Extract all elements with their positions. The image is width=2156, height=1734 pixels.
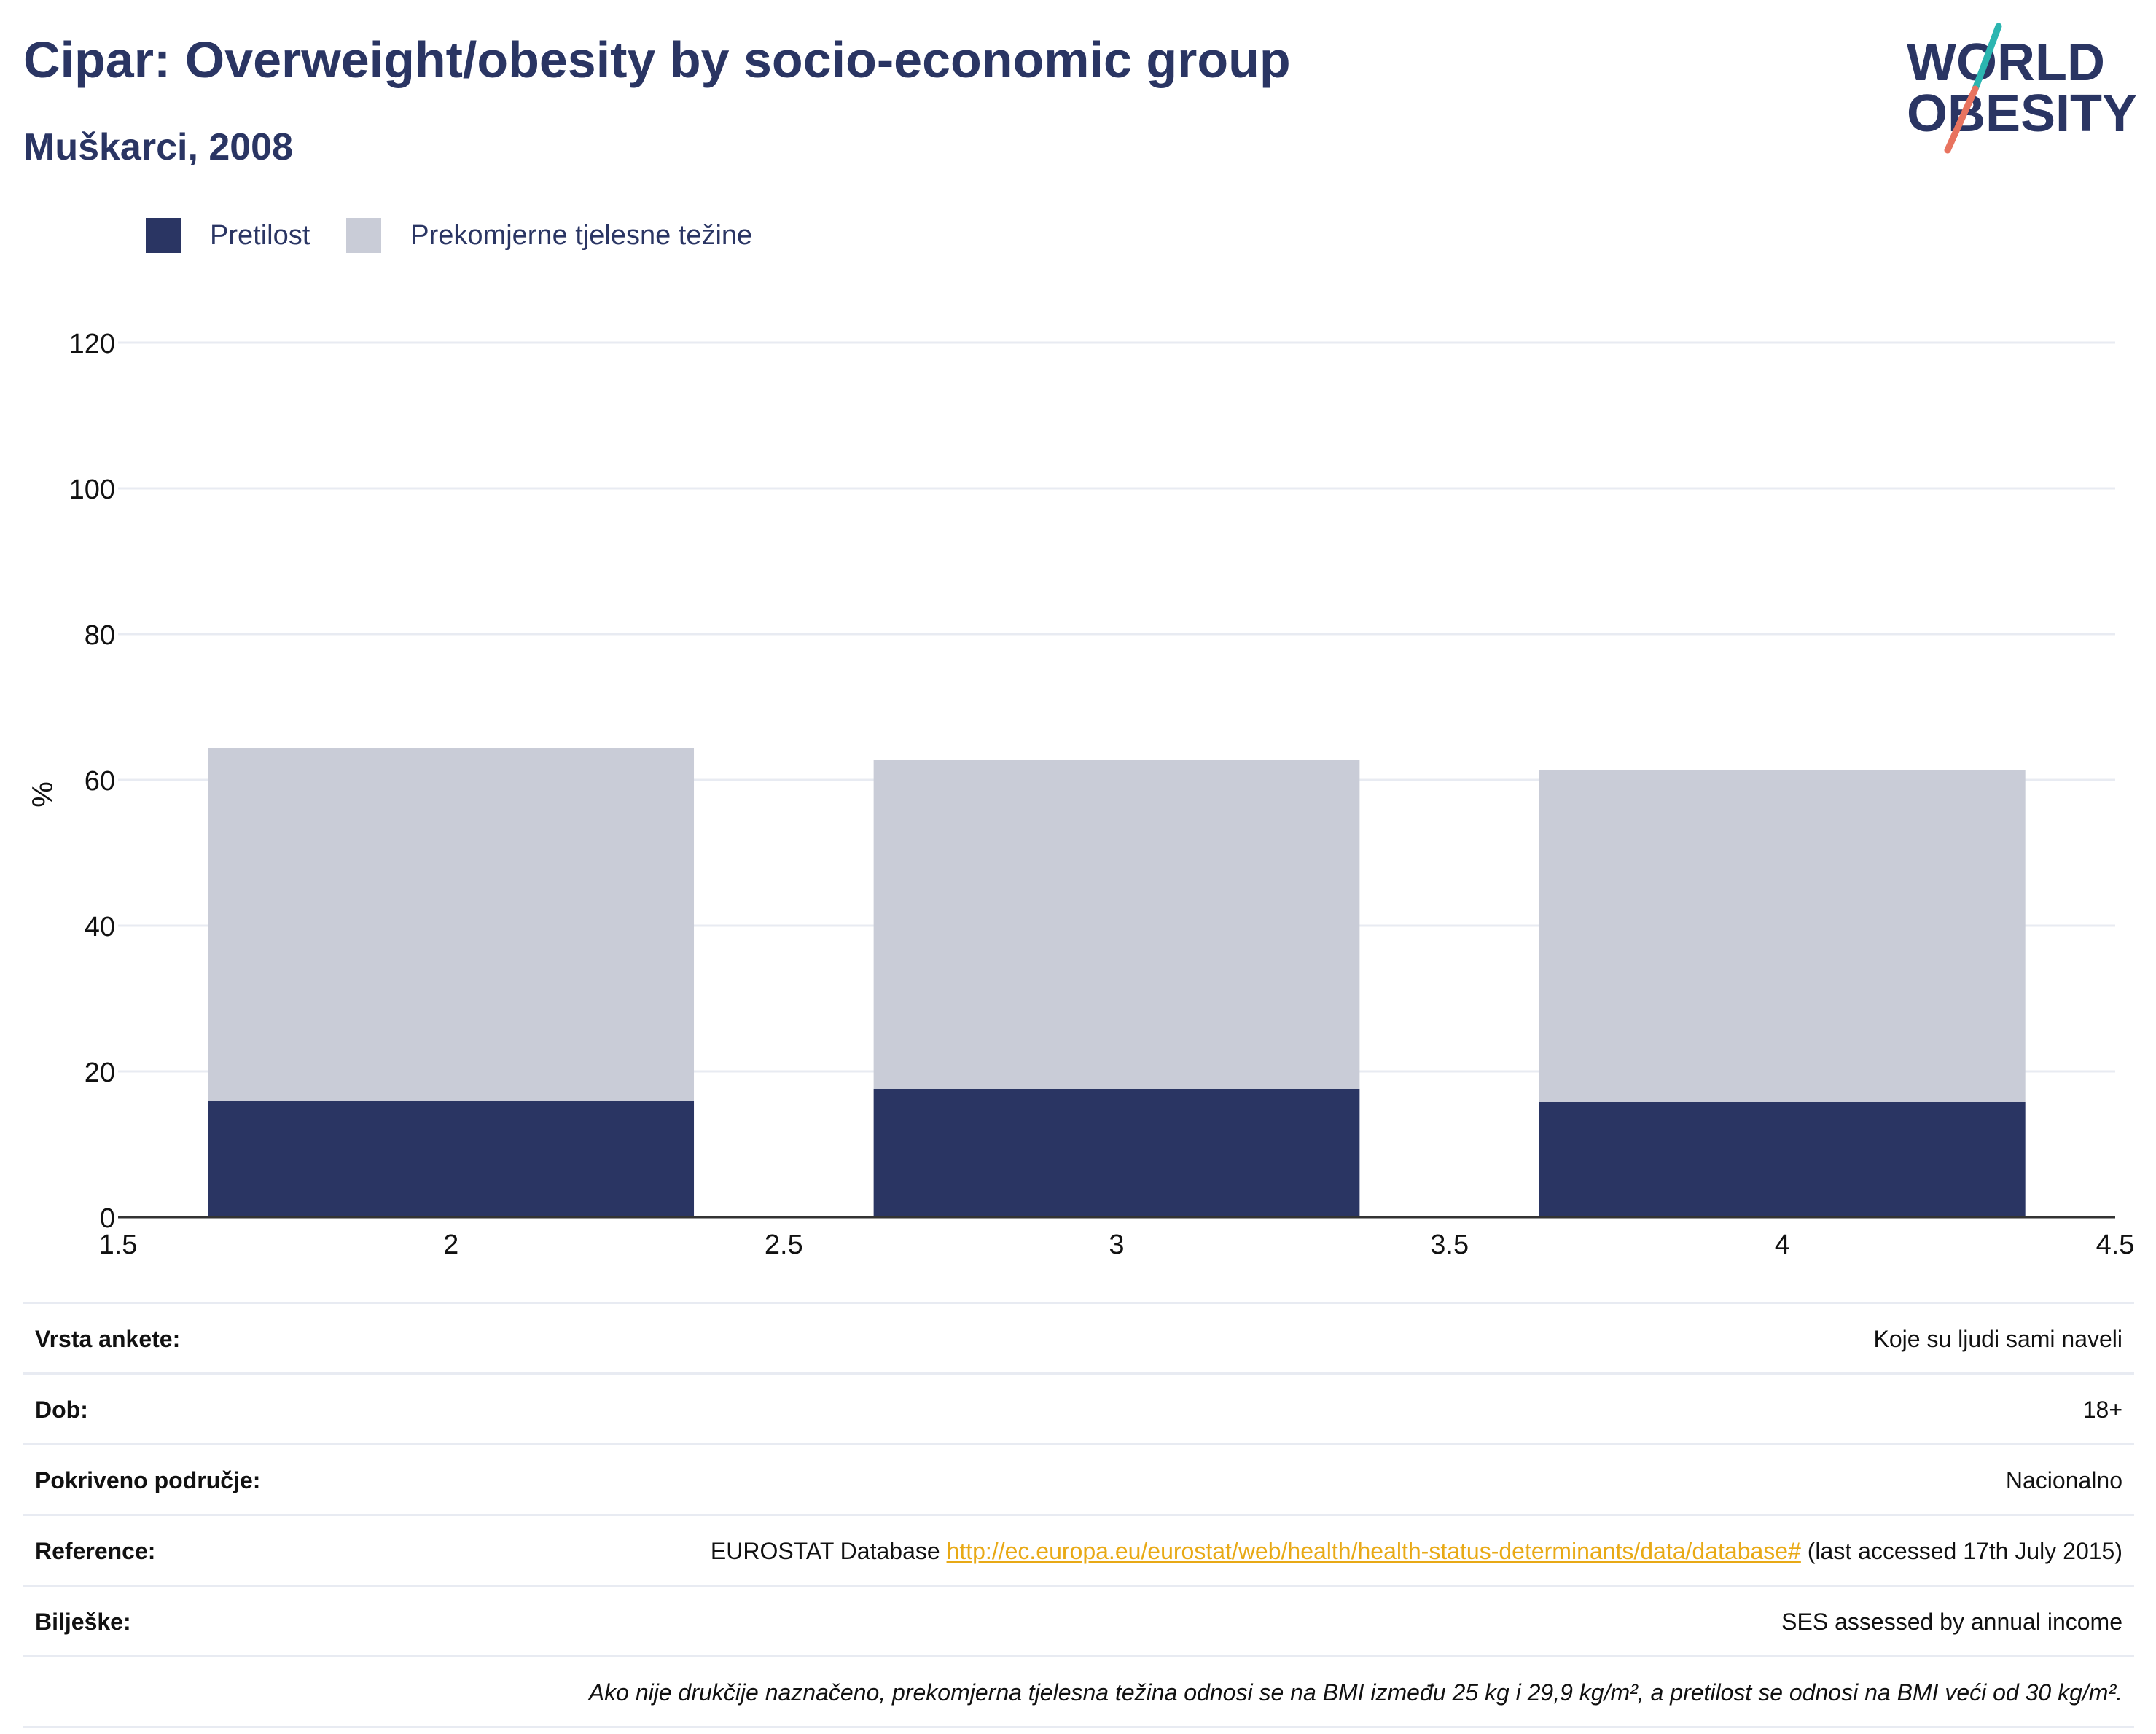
info-table: Vrsta ankete: Koje su ljudi sami naveli … — [23, 1302, 2134, 1728]
y-axis-label: % — [27, 781, 59, 808]
info-value: SES assessed by annual income — [1781, 1609, 2122, 1635]
legend-label-prekomjerne: Prekomjerne tjelesne težine — [410, 219, 753, 251]
legend-swatch-pretilost — [146, 218, 181, 253]
bar-pretilost-4 — [1539, 1102, 2026, 1217]
x-tick-label: 3 — [1109, 1230, 1124, 1260]
reference-prefix: EUROSTAT Database — [710, 1538, 947, 1564]
legend-item-prekomjerne[interactable]: Prekomjerne tjelesne težine — [346, 218, 752, 253]
x-tick-label: 2 — [443, 1230, 458, 1260]
bmi-definition-note: Ako nije drukčije naznačeno, prekomjerna… — [23, 1657, 2134, 1728]
bar-prekomjerne-2 — [208, 748, 695, 1101]
bar-prekomjerne-3 — [873, 760, 1360, 1089]
chart-legend: Pretilost Prekomjerne tjelesne težine — [146, 216, 789, 254]
info-row-age: Dob: 18+ — [23, 1375, 2134, 1445]
logo-coral-slash — [1944, 85, 1979, 154]
y-tick-label: 100 — [69, 474, 115, 505]
reference-suffix: (last accessed 17th July 2015) — [1800, 1538, 2122, 1564]
info-key: Bilješke: — [35, 1609, 131, 1635]
bar-prekomjerne-4 — [1539, 770, 2026, 1102]
info-key: Dob: — [35, 1397, 88, 1423]
info-row-reference: Reference: EUROSTAT Database http://ec.e… — [23, 1516, 2134, 1587]
info-key: Pokriveno područje: — [35, 1467, 261, 1493]
bar-chart: % 0 20 40 60 80 100 120 1.5 2 2.5 3 3.5 4 4.5 — [27, 329, 2135, 1260]
bar-pretilost-3 — [873, 1089, 1360, 1217]
legend-swatch-prekomjerne — [346, 218, 382, 253]
y-tick-label: 120 — [69, 329, 115, 359]
x-tick-label: 4 — [1775, 1230, 1790, 1260]
y-tick-label: 60 — [85, 766, 115, 797]
x-tick-label: 4.5 — [2096, 1230, 2135, 1260]
y-tick-label: 20 — [85, 1058, 115, 1088]
info-row-survey-type: Vrsta ankete: Koje su ljudi sami naveli — [23, 1304, 2134, 1375]
logo-line2: OBESITY — [1907, 85, 2137, 143]
info-value: Nacionalno — [2005, 1467, 2122, 1493]
reference-link[interactable]: http://ec.europa.eu/eurostat/web/health/… — [946, 1538, 1801, 1564]
logo-line1: WORLD — [1907, 34, 2105, 92]
world-obesity-logo: WORLD OBESITY — [1907, 23, 2137, 154]
info-key: Vrsta ankete: — [35, 1326, 181, 1352]
info-value: 18+ — [2082, 1397, 2122, 1423]
info-value: EUROSTAT Database http://ec.europa.eu/eu… — [711, 1536, 2122, 1566]
bar-pretilost-2 — [208, 1101, 695, 1217]
x-tick-label: 3.5 — [1430, 1230, 1469, 1260]
page-title: Cipar: Overweight/obesity by socio-econo… — [23, 31, 1291, 88]
legend-label-pretilost: Pretilost — [210, 219, 310, 251]
x-tick-label: 2.5 — [765, 1230, 803, 1260]
y-tick-label: 0 — [100, 1203, 115, 1234]
info-value: Koje su ljudi sami naveli — [1873, 1326, 2123, 1352]
y-tick-label: 80 — [85, 620, 115, 651]
legend-item-pretilost[interactable]: Pretilost — [146, 218, 310, 253]
info-row-area: Pokriveno područje: Nacionalno — [23, 1445, 2134, 1516]
info-key: Reference: — [35, 1538, 156, 1564]
page-subtitle: Muškarci, 2008 — [23, 126, 294, 168]
x-tick-label: 1.5 — [99, 1230, 138, 1260]
logo-teal-slash — [1972, 23, 2002, 93]
info-row-notes: Bilješke: SES assessed by annual income — [23, 1587, 2134, 1657]
y-tick-label: 40 — [85, 912, 115, 942]
